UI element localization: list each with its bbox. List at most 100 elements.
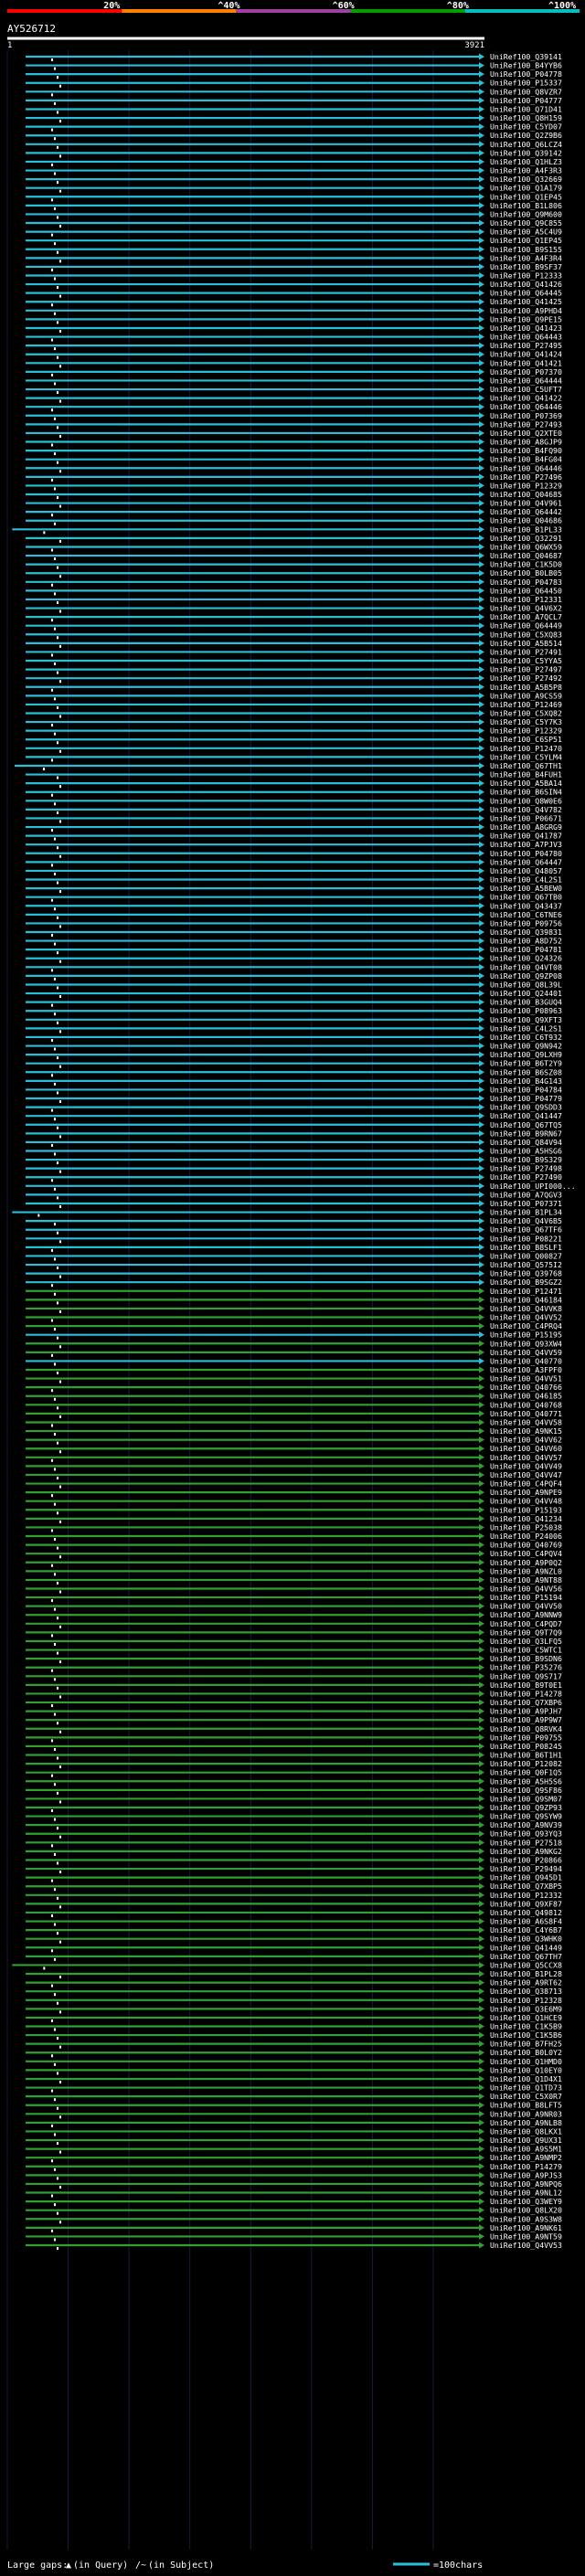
hit-label[interactable]: UniRef100_Q4VV62	[490, 1436, 562, 1445]
hit-label[interactable]: UniRef100_Q64444	[490, 376, 562, 385]
hit-label[interactable]: UniRef100_A8GJP9	[490, 438, 562, 447]
hit-label[interactable]: UniRef100_C5YYA5	[490, 656, 562, 665]
hit-label[interactable]: UniRef100_Q46184	[490, 1295, 562, 1304]
hit-label[interactable]: UniRef100_Q41421	[490, 358, 562, 367]
hit-label[interactable]: UniRef100_B4FQ90	[490, 446, 562, 455]
hit-label[interactable]: UniRef100_Q67TQ5	[490, 1120, 562, 1129]
hit-label[interactable]: UniRef100_A7QCL7	[490, 612, 562, 621]
hit-label[interactable]: UniRef100_P27498	[490, 1164, 562, 1173]
hit-label[interactable]: UniRef100_P08963	[490, 1006, 562, 1015]
hit-label[interactable]: UniRef100_A9NK61	[490, 2223, 562, 2232]
hit-label[interactable]: UniRef100_UPI000...	[490, 1182, 576, 1191]
hit-label[interactable]: UniRef100_B8SLF1	[490, 1243, 562, 1252]
hit-label[interactable]: UniRef100_C4PQV4	[490, 1549, 562, 1558]
hit-label[interactable]: UniRef100_Q3E6M9	[490, 2004, 562, 2013]
hit-label[interactable]: UniRef100_B1PL28	[490, 1969, 562, 1978]
hit-label[interactable]: UniRef100_P08245	[490, 1742, 562, 1751]
hit-label[interactable]: UniRef100_P15337	[490, 79, 562, 88]
hit-label[interactable]: UniRef100_Q9UX31	[490, 2136, 562, 2145]
hit-label[interactable]: UniRef100_P27496	[490, 472, 562, 482]
hit-label[interactable]: UniRef100_A8D752	[490, 937, 562, 946]
hit-label[interactable]: UniRef100_A9NMP2	[490, 2153, 562, 2162]
hit-label[interactable]: UniRef100_C6T932	[490, 1033, 562, 1042]
hit-label[interactable]: UniRef100_A7QGV3	[490, 1190, 562, 1199]
hit-label[interactable]: UniRef100_C5WTC1	[490, 1646, 562, 1655]
hit-label[interactable]: UniRef100_Q5CCX8	[490, 1960, 562, 1969]
hit-label[interactable]: UniRef100_A5B5P8	[490, 683, 562, 692]
hit-label[interactable]: UniRef100_C6TNE6	[490, 910, 562, 919]
hit-label[interactable]: UniRef100_C4PQF4	[490, 1479, 562, 1489]
hit-label[interactable]: UniRef100_Q67TH1	[490, 761, 562, 770]
hit-label[interactable]: UniRef100_P07370	[490, 367, 562, 376]
hit-label[interactable]: UniRef100_C1K5B6	[490, 2030, 562, 2040]
hit-label[interactable]: UniRef100_Q4VV49	[490, 1461, 562, 1470]
hit-label[interactable]: UniRef100_A4F3R3	[490, 166, 562, 175]
hit-label[interactable]: UniRef100_Q3WHK0	[490, 1935, 562, 1944]
hit-label[interactable]: UniRef100_Q7XBP5	[490, 1882, 562, 1891]
hit-label[interactable]: UniRef100_Q6LCZ4	[490, 140, 562, 149]
hit-label[interactable]: UniRef100_B7FH25	[490, 2040, 562, 2049]
hit-label[interactable]: UniRef100_Q8L39L	[490, 980, 562, 989]
hit-label[interactable]: UniRef100_Q40768	[490, 1400, 562, 1409]
hit-label[interactable]: UniRef100_Q4V6B5	[490, 1216, 562, 1225]
hit-label[interactable]: UniRef100_B9S329	[490, 1155, 562, 1164]
hit-label[interactable]: UniRef100_Q4VV52	[490, 1313, 562, 1322]
hit-label[interactable]: UniRef100_Q32669	[490, 175, 562, 184]
hit-label[interactable]: UniRef100_Q04687	[490, 551, 562, 560]
hit-label[interactable]: UniRef100_A9RT62	[490, 1978, 562, 1988]
hit-label[interactable]: UniRef100_B9SF37	[490, 262, 562, 271]
hit-label[interactable]: UniRef100_Q64442	[490, 507, 562, 516]
hit-label[interactable]: UniRef100_Q93YQ3	[490, 1829, 562, 1839]
hit-label[interactable]: UniRef100_B9S155	[490, 245, 562, 254]
hit-label[interactable]: UniRef100_Q4VV48	[490, 1497, 562, 1506]
hit-label[interactable]: UniRef100_Q71D41	[490, 104, 562, 113]
hit-label[interactable]: UniRef100_Q9XFT3	[490, 1015, 562, 1024]
hit-label[interactable]: UniRef100_Q4VV53	[490, 2241, 562, 2250]
hit-label[interactable]: UniRef100_Q4VV58	[490, 1417, 562, 1426]
hit-label[interactable]: UniRef100_A9NZL0	[490, 1566, 562, 1575]
hit-label[interactable]: UniRef100_Q04686	[490, 516, 562, 525]
hit-label[interactable]: UniRef100_Q64446	[490, 463, 562, 472]
hit-label[interactable]: UniRef100_A5HSG6	[490, 1147, 562, 1156]
hit-label[interactable]: UniRef100_P12469	[490, 700, 562, 709]
hit-label[interactable]: UniRef100_A9NNW9	[490, 1610, 562, 1619]
hit-label[interactable]: UniRef100_B8LFT5	[490, 2101, 562, 2110]
hit-label[interactable]: UniRef100_Q4V782	[490, 805, 562, 814]
hit-label[interactable]: UniRef100_C4Y6B7	[490, 1925, 562, 1935]
hit-label[interactable]: UniRef100_C5YLM4	[490, 752, 562, 761]
hit-label[interactable]: UniRef100_B6SIN4	[490, 788, 562, 797]
hit-label[interactable]: UniRef100_A9CS59	[490, 691, 562, 700]
hit-label[interactable]: UniRef100_A9NPQ6	[490, 2179, 562, 2189]
hit-label[interactable]: UniRef100_Q40770	[490, 1356, 562, 1365]
hit-label[interactable]: UniRef100_A9NT59	[490, 2231, 562, 2241]
hit-label[interactable]: UniRef100_Q8LKX1	[490, 2126, 562, 2136]
hit-label[interactable]: UniRef100_Q9XF87	[490, 1899, 562, 1908]
hit-label[interactable]: UniRef100_Q40766	[490, 1383, 562, 1392]
hit-label[interactable]: UniRef100_Q67TH7	[490, 1952, 562, 1961]
hit-label[interactable]: UniRef100_Q41423	[490, 323, 562, 333]
hit-label[interactable]: UniRef100_Q41234	[490, 1514, 562, 1523]
hit-label[interactable]: UniRef100_B6T2Y9	[490, 1059, 562, 1068]
hit-label[interactable]: UniRef100_C1K5B9	[490, 2022, 562, 2031]
hit-label[interactable]: UniRef100_C5X0R7	[490, 2092, 562, 2101]
hit-label[interactable]: UniRef100_Q9ZP08	[490, 971, 562, 981]
hit-label[interactable]: UniRef100_Q24401	[490, 989, 562, 998]
hit-label[interactable]: UniRef100_Q8W0E6	[490, 796, 562, 805]
hit-label[interactable]: UniRef100_P15194	[490, 1593, 562, 1602]
hit-label[interactable]: UniRef100_Q64450	[490, 586, 562, 595]
hit-label[interactable]: UniRef100_P08221	[490, 1234, 562, 1243]
hit-label[interactable]: UniRef100_P04783	[490, 578, 562, 587]
hit-label[interactable]: UniRef100_A9NR03	[490, 2109, 562, 2118]
hit-label[interactable]: UniRef100_P12329	[490, 481, 562, 490]
hit-label[interactable]: UniRef100_Q4VV50	[490, 1602, 562, 1611]
hit-label[interactable]: UniRef100_P14278	[490, 1689, 562, 1698]
hit-label[interactable]: UniRef100_Q43437	[490, 901, 562, 910]
hit-label[interactable]: UniRef100_Q64443	[490, 333, 562, 342]
hit-label[interactable]: UniRef100_B4YYB6	[490, 61, 562, 70]
hit-label[interactable]: UniRef100_A9NK15	[490, 1426, 562, 1436]
hit-label[interactable]: UniRef100_A9P9W7	[490, 1715, 562, 1724]
hit-label[interactable]: UniRef100_A5C4U9	[490, 228, 562, 237]
hit-label[interactable]: UniRef100_P12333	[490, 271, 562, 281]
hit-label[interactable]: UniRef100_B1PL34	[490, 1208, 562, 1217]
hit-label[interactable]: UniRef100_P07369	[490, 411, 562, 420]
